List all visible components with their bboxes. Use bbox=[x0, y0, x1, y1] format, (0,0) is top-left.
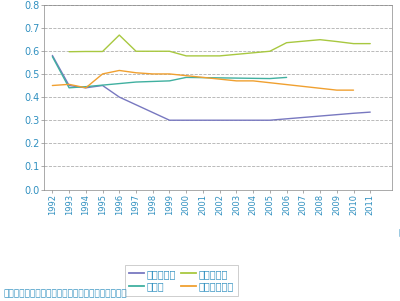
Legend: エチオピア, ケニア, 南アフリカ, ナイジェリア: エチオピア, ケニア, 南アフリカ, ナイジェリア bbox=[126, 265, 238, 296]
Text: （年）: （年） bbox=[399, 228, 400, 237]
Text: 資料：世界銀行データベースから経済産業省作成。: 資料：世界銀行データベースから経済産業省作成。 bbox=[4, 289, 128, 298]
